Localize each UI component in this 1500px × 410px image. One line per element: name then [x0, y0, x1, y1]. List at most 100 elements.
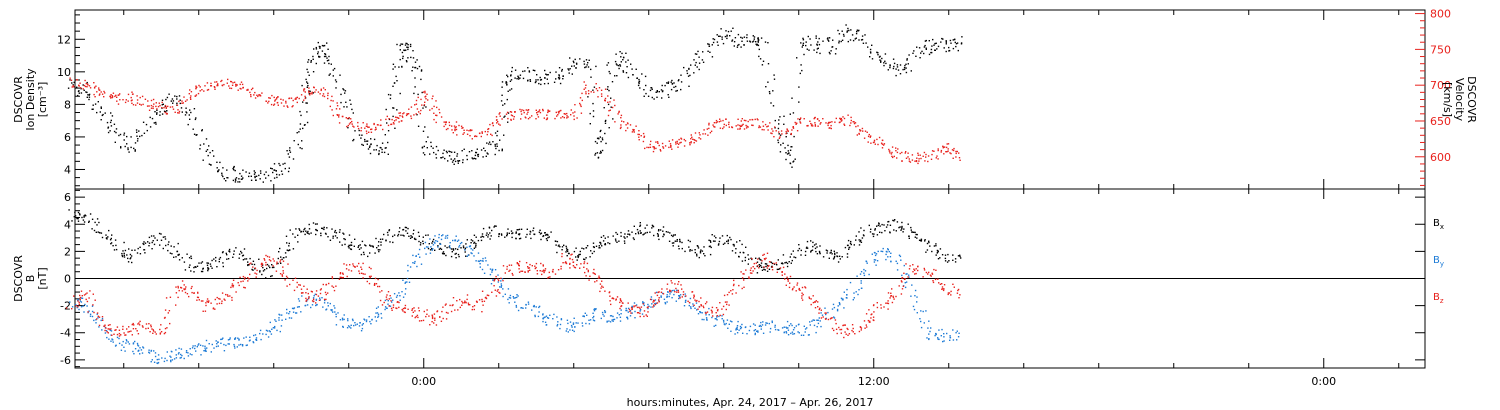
density-series-dot: [838, 33, 841, 35]
Bx-series-dot: [211, 267, 213, 269]
By-series-dot: [234, 347, 236, 349]
Bx-series-dot: [445, 254, 447, 257]
Bz-series-dot: [332, 286, 335, 288]
Bx-series-dot: [173, 246, 175, 248]
Bz-series-dot: [810, 303, 812, 306]
density-series-dot: [641, 73, 643, 75]
Bx-series-dot: [381, 238, 384, 240]
By-series-dot: [141, 352, 144, 354]
Bz-series-dot: [676, 291, 678, 293]
By-series-dot: [163, 360, 166, 363]
Bz-series-dot: [385, 296, 388, 298]
By-series-dot: [306, 304, 309, 306]
velocity-series-dot: [331, 95, 333, 98]
Bx-series-dot: [334, 235, 337, 237]
density-series-dot: [912, 52, 914, 54]
Bx-series-dot: [915, 233, 917, 236]
Bz-series-dot: [261, 263, 263, 265]
density-series-dot: [120, 147, 122, 149]
velocity-series-dot: [923, 151, 926, 154]
Bz-series-dot: [373, 283, 376, 286]
velocity-series-dot: [927, 160, 929, 163]
Bx-series-dot: [730, 238, 732, 241]
Bz-series-dot: [481, 311, 483, 313]
velocity-series-dot: [88, 85, 91, 87]
By-series-dot: [271, 328, 273, 330]
density-series-dot: [210, 164, 212, 166]
Bz-series-dot: [81, 295, 83, 297]
Bx-series-dot: [91, 228, 93, 230]
By-series-dot: [407, 264, 409, 267]
By-series-dot: [956, 330, 958, 332]
By-series-dot: [408, 281, 411, 283]
Bx-series-dot: [488, 227, 491, 229]
Bx-series-dot: [908, 235, 910, 237]
velocity-series-dot: [527, 118, 530, 120]
velocity-series-dot: [580, 105, 582, 108]
By-series-dot: [642, 301, 644, 303]
velocity-series-dot: [813, 117, 815, 120]
density-series-dot: [368, 146, 371, 148]
velocity-series-dot: [136, 102, 139, 104]
velocity-series-dot: [597, 96, 599, 98]
By-series-dot: [203, 350, 205, 352]
Bz-series-dot: [612, 298, 615, 300]
density-series-dot: [753, 38, 755, 40]
velocity-series-dot: [694, 139, 696, 142]
axis-label-line: Ion Density: [24, 68, 37, 131]
By-series-dot: [509, 297, 512, 299]
Bz-series-dot: [851, 329, 853, 332]
Bz-series-dot: [221, 300, 223, 302]
Bz-series-dot: [331, 285, 333, 287]
Bx-series-dot: [193, 271, 195, 273]
density-series-dot: [592, 110, 595, 112]
density-series-dot: [402, 57, 404, 60]
Bz-series-dot: [404, 304, 407, 307]
By-series-dot: [863, 274, 866, 277]
density-series-dot: [841, 30, 843, 32]
Bz-series-dot: [781, 271, 783, 273]
Bx-series-dot: [935, 254, 937, 256]
Bx-series-dot: [348, 234, 351, 236]
By-series-dot: [375, 307, 378, 309]
Bx-series-dot: [457, 248, 459, 251]
Bx-series-dot: [568, 252, 570, 255]
Bx-series-dot: [360, 247, 362, 249]
Bz-series-dot: [308, 296, 310, 298]
density-series-dot: [234, 181, 237, 183]
Bx-series-dot: [900, 229, 902, 231]
velocity-series-dot: [595, 88, 598, 90]
By-series-dot: [434, 242, 436, 244]
density-series-dot: [881, 57, 883, 60]
velocity-series-dot: [669, 143, 672, 145]
By-series-dot: [626, 309, 628, 312]
Bz-series-dot: [497, 278, 499, 280]
density-series-dot: [645, 92, 647, 95]
Bz-series-dot: [469, 304, 471, 306]
By-series-dot: [940, 335, 942, 337]
By-series-dot: [327, 305, 329, 307]
Bx-series-dot: [776, 264, 778, 266]
density-series-dot: [879, 59, 881, 61]
density-series-dot: [637, 84, 640, 87]
velocity-series-dot: [890, 153, 893, 155]
density-series-dot: [755, 43, 757, 45]
By-series-dot: [402, 279, 404, 281]
By-series-dot: [69, 301, 71, 303]
density-series-dot: [367, 148, 370, 150]
By-series-dot: [534, 314, 536, 317]
density-series-dot: [217, 170, 219, 172]
velocity-series-dot: [320, 88, 322, 90]
density-series-dot: [288, 167, 290, 169]
velocity-series-dot: [339, 108, 341, 110]
By-series-dot: [852, 299, 854, 301]
By-series-dot: [491, 268, 494, 271]
Bx-series-dot: [458, 255, 460, 258]
density-series-dot: [858, 39, 860, 41]
density-series-dot: [288, 156, 291, 158]
density-series-dot: [675, 85, 677, 88]
velocity-series-dot: [370, 128, 372, 131]
velocity-series-dot: [713, 125, 715, 128]
field-tick-label: 2: [64, 245, 71, 258]
Bz-series-dot: [789, 282, 791, 284]
